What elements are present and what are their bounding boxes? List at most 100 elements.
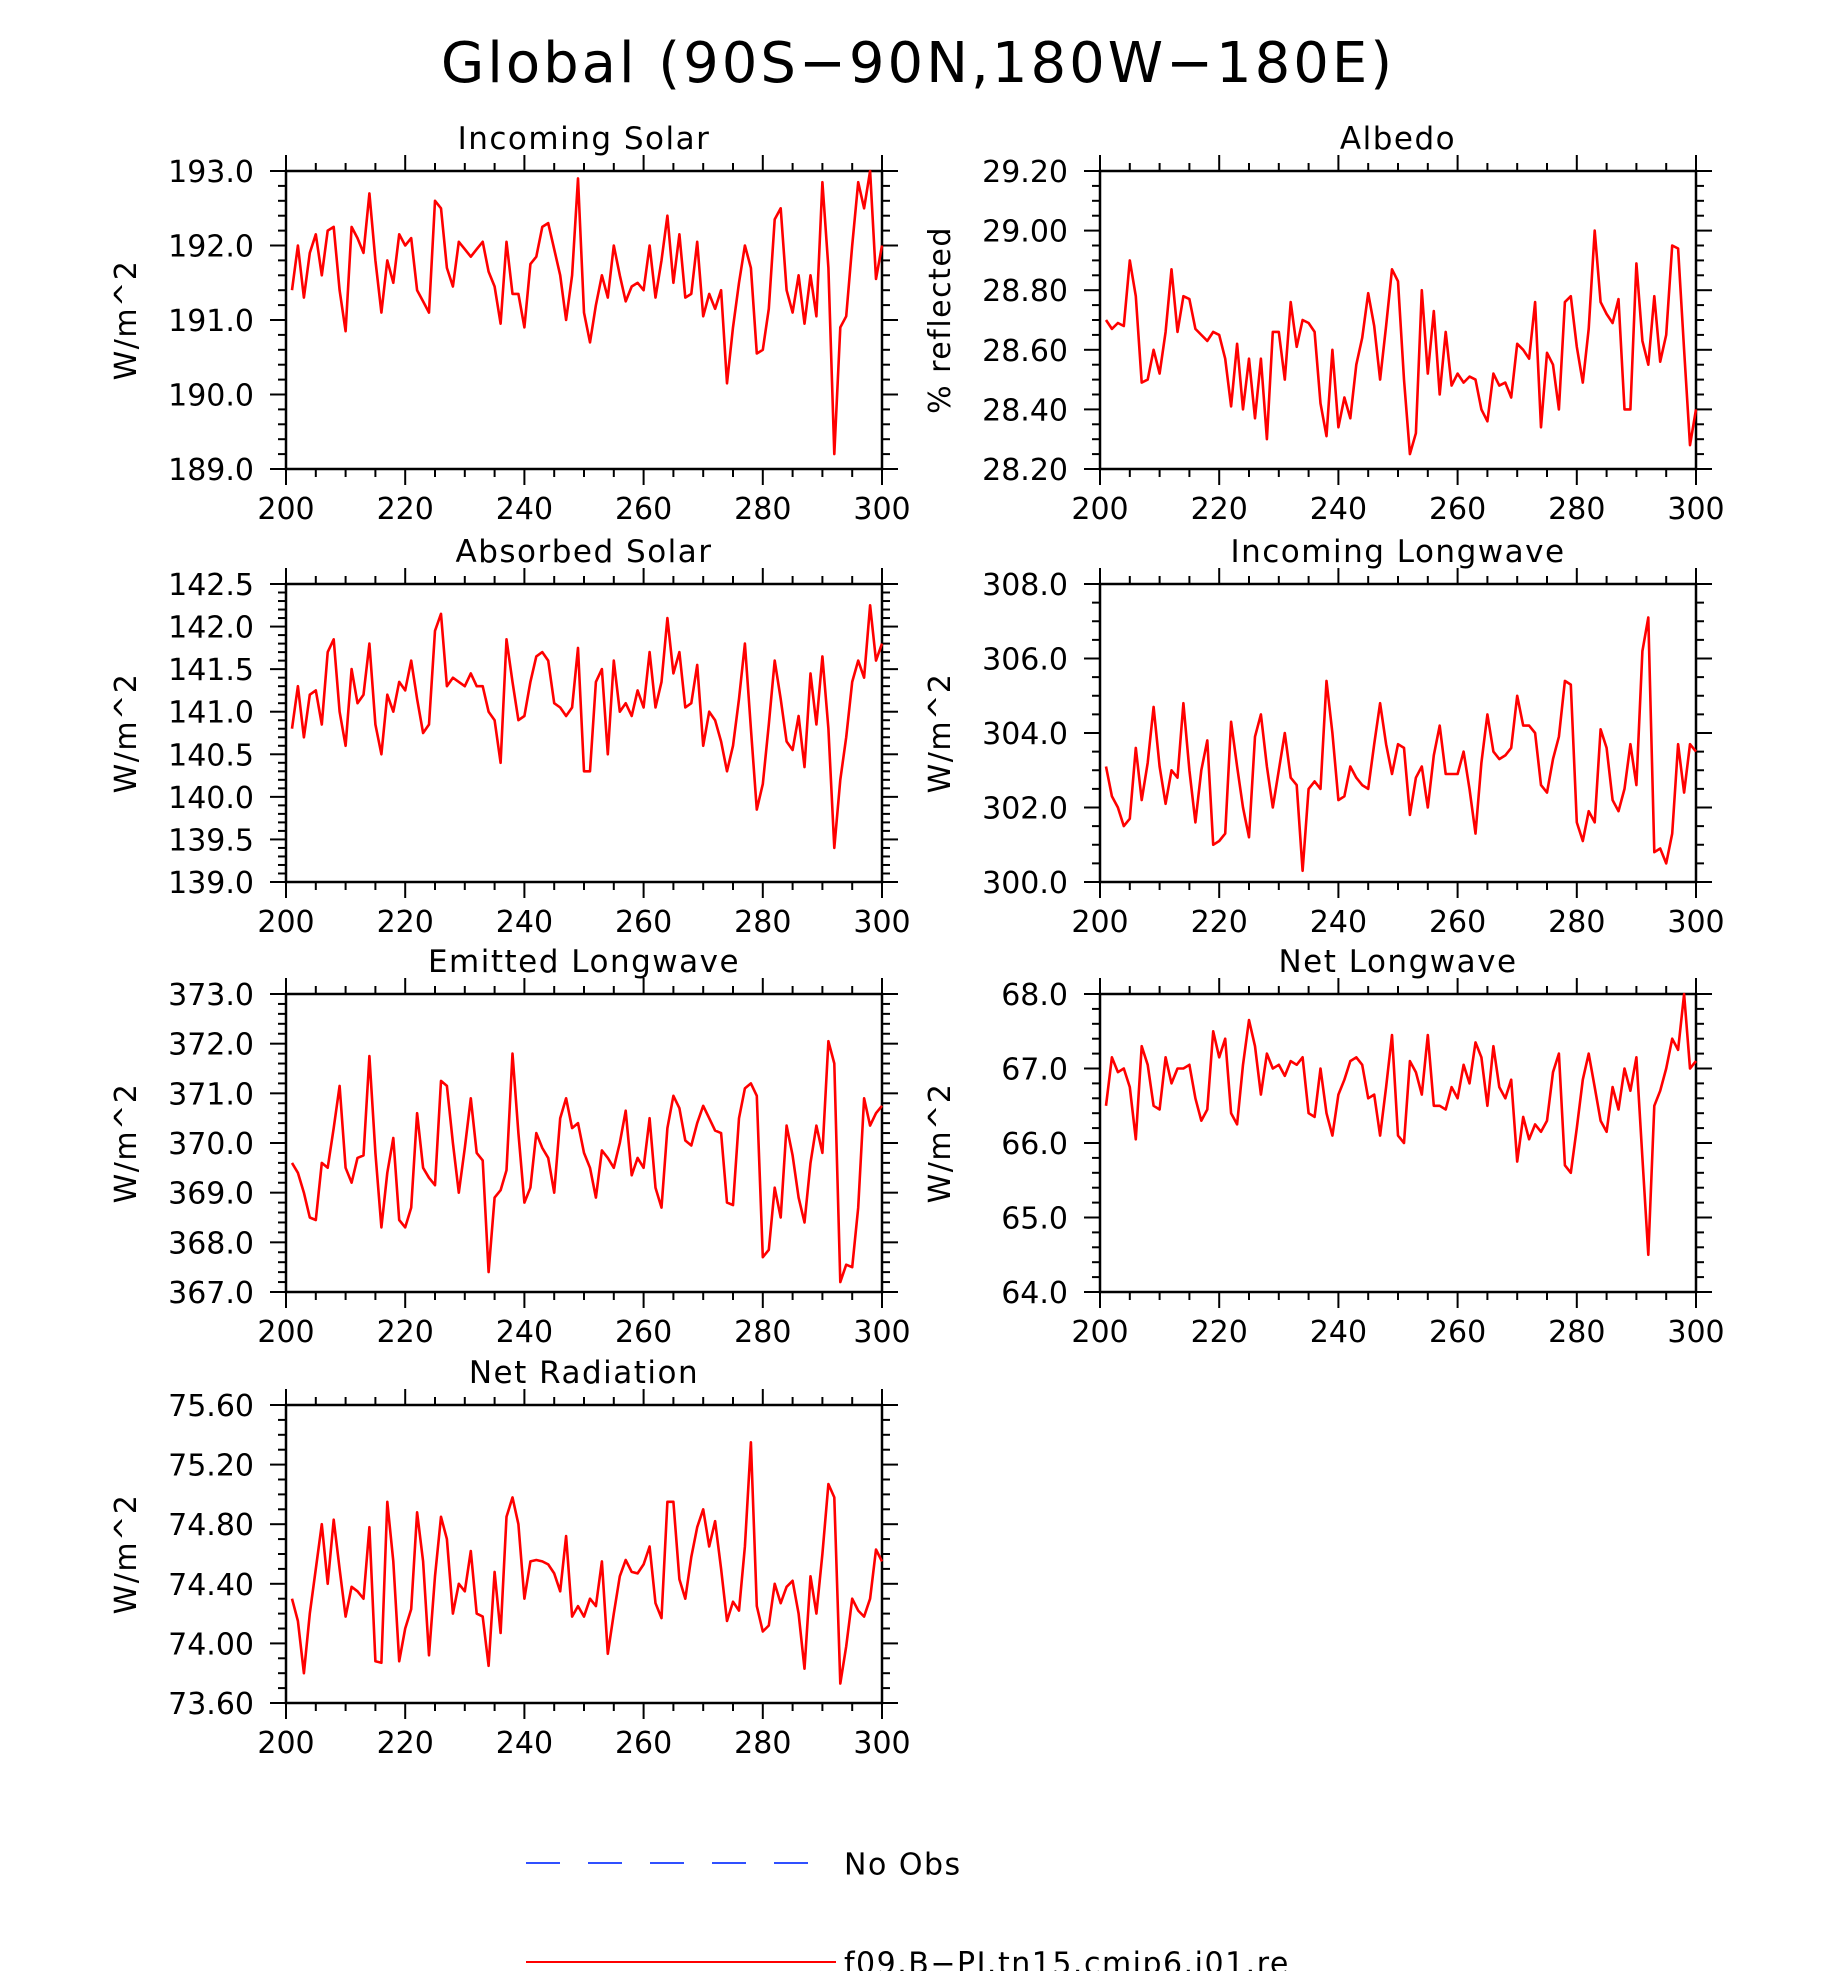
x-tick-label: 200 (1071, 905, 1128, 940)
y-tick-label: 74.00 (168, 1627, 254, 1662)
x-tick-label: 300 (1667, 1315, 1724, 1350)
y-axis-label: % reflected (923, 226, 958, 414)
series-line-albedo (1104, 229, 1698, 456)
y-tick-label: 67.0 (1001, 1053, 1068, 1088)
y-tick-label: 28.60 (982, 334, 1068, 369)
x-tick-label: 260 (1429, 1315, 1486, 1350)
y-tick-label: 141.5 (168, 653, 254, 688)
x-tick-label: 200 (257, 1726, 314, 1761)
x-tick-label: 200 (1071, 1315, 1128, 1350)
panel-title-net-longwave: Net Longwave (1278, 944, 1517, 980)
panel-incoming-solar: 200 220 240 260 280 300 189.0 190.0 191.0 192.0 19… (109, 121, 911, 527)
y-tick-label: 190.0 (168, 379, 254, 414)
x-tick-label: 260 (615, 905, 672, 940)
y-tick-label: 29.20 (982, 155, 1068, 190)
panel-net-radiation: 200 220 240 260 280 300 73.60 74.00 74.40 74.80 75… (109, 1355, 911, 1761)
y-tick-label: 66.0 (1001, 1127, 1068, 1162)
y-tick-label: 73.60 (168, 1687, 254, 1722)
legend-label-no-obs: No Obs (844, 1848, 962, 1883)
series-line-absorbed-solar (290, 603, 884, 850)
x-tick-label: 260 (615, 492, 672, 527)
y-tick-label: 74.80 (168, 1508, 254, 1543)
y-tick-label: 75.20 (168, 1449, 254, 1484)
x-tick-label: 300 (1667, 905, 1724, 940)
plot-frame (1098, 582, 1698, 884)
panel-title-incoming-solar: Incoming Solar (458, 121, 711, 157)
y-tick-label: 141.0 (168, 696, 254, 731)
y-tick-label: 142.5 (168, 568, 254, 603)
x-tick-label: 300 (1667, 492, 1724, 527)
x-tick-label: 240 (496, 492, 553, 527)
panel-title-net-radiation: Net Radiation (469, 1355, 699, 1391)
x-tick-label: 200 (1071, 492, 1128, 527)
y-tick-label: 28.20 (982, 453, 1068, 488)
y-tick-label: 369.0 (168, 1177, 254, 1212)
x-tick-label: 200 (257, 1315, 314, 1350)
panel-incoming-longwave: 200 220 240 260 280 300 300.0 302.0 304.0 306.0 30… (923, 534, 1725, 940)
x-tick-label: 280 (734, 1315, 791, 1350)
y-tick-label: 300.0 (982, 866, 1068, 901)
x-tick-label: 240 (496, 1726, 553, 1761)
series-line-net-radiation (290, 1441, 884, 1685)
x-tick-label: 280 (1548, 905, 1605, 940)
y-tick-label: 140.5 (168, 738, 254, 773)
panel-absorbed-solar: 200 220 240 260 280 300 139.0 139.5 140.0 140.5 14… (109, 534, 911, 940)
y-tick-label: 193.0 (168, 155, 254, 190)
y-tick-label: 304.0 (982, 717, 1068, 752)
y-axis-label: W/m^2 (109, 1083, 144, 1204)
y-tick-label: 192.0 (168, 230, 254, 265)
y-tick-label: 140.0 (168, 781, 254, 816)
x-tick-label: 300 (853, 1315, 910, 1350)
x-tick-label: 220 (377, 1315, 434, 1350)
y-tick-label: 367.0 (168, 1276, 254, 1311)
x-tick-label: 260 (1429, 492, 1486, 527)
y-axis-label: W/m^2 (109, 673, 144, 794)
series-line-emitted-longwave (290, 1039, 884, 1284)
x-tick-label: 220 (1191, 905, 1248, 940)
x-tick-label: 300 (853, 905, 910, 940)
y-axis-label: W/m^2 (923, 673, 958, 794)
x-tick-label: 220 (377, 905, 434, 940)
x-tick-label: 240 (1310, 492, 1367, 527)
y-tick-label: 191.0 (168, 304, 254, 339)
y-tick-label: 306.0 (982, 643, 1068, 678)
panel-title-incoming-longwave: Incoming Longwave (1230, 534, 1565, 570)
y-tick-label: 28.40 (982, 393, 1068, 428)
y-axis-label: W/m^2 (109, 260, 144, 381)
y-tick-label: 75.60 (168, 1389, 254, 1424)
y-tick-label: 142.0 (168, 611, 254, 646)
panel-title-emitted-longwave: Emitted Longwave (428, 944, 740, 980)
y-tick-label: 371.0 (168, 1077, 254, 1112)
y-tick-label: 302.0 (982, 792, 1068, 827)
series-line-incoming-solar (290, 169, 884, 456)
panel-title-albedo: Albedo (1340, 121, 1456, 157)
x-tick-label: 200 (257, 492, 314, 527)
panel-net-longwave: 200 220 240 260 280 300 64.0 65.0 66.0 67.0 68.0 Ne… (923, 944, 1725, 1350)
x-tick-label: 240 (1310, 905, 1367, 940)
x-tick-label: 220 (377, 492, 434, 527)
x-tick-label: 200 (257, 905, 314, 940)
y-axis-label: W/m^2 (109, 1494, 144, 1615)
x-tick-label: 220 (1191, 492, 1248, 527)
y-tick-label: 139.0 (168, 866, 254, 901)
y-axis-label: W/m^2 (923, 1083, 958, 1204)
x-tick-label: 280 (1548, 1315, 1605, 1350)
y-tick-label: 74.40 (168, 1568, 254, 1603)
panels-group: 200 220 240 260 280 300 189.0 190.0 191.0 192.0 19… (109, 121, 1725, 1761)
series-line-incoming-longwave (1104, 616, 1698, 873)
y-tick-label: 29.00 (982, 215, 1068, 250)
plot-frame (1098, 992, 1698, 1294)
y-tick-label: 308.0 (982, 568, 1068, 603)
x-tick-label: 260 (615, 1726, 672, 1761)
x-tick-label: 280 (734, 492, 791, 527)
y-tick-label: 368.0 (168, 1226, 254, 1261)
x-tick-label: 240 (496, 1315, 553, 1350)
x-tick-label: 280 (1548, 492, 1605, 527)
x-tick-label: 300 (853, 492, 910, 527)
plot-frame (1098, 169, 1698, 471)
x-tick-label: 220 (377, 1726, 434, 1761)
x-tick-label: 220 (1191, 1315, 1248, 1350)
y-tick-label: 189.0 (168, 453, 254, 488)
x-tick-label: 280 (734, 905, 791, 940)
